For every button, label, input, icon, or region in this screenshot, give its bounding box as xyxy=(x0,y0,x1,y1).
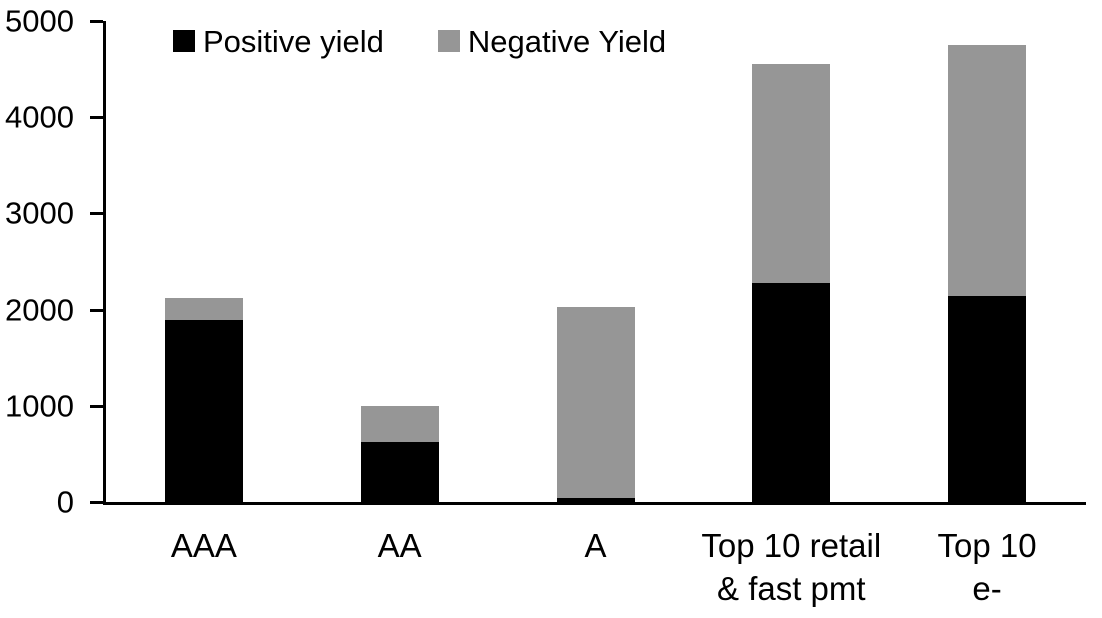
y-tick-mark xyxy=(90,20,103,23)
bar-group xyxy=(556,21,635,502)
bar-segment-negative-yield xyxy=(360,405,439,443)
bar-segment-positive-yield xyxy=(948,296,1027,502)
legend-label-positive-yield: Positive yield xyxy=(203,23,384,59)
bar-segment-positive-yield xyxy=(360,442,439,502)
y-tick-mark xyxy=(90,212,103,216)
bar-segment-negative-yield xyxy=(752,64,831,283)
y-tick-label: 0 xyxy=(56,484,74,520)
y-tick-label: 4000 xyxy=(5,99,74,135)
legend-label-negative-yield: Negative Yield xyxy=(467,23,667,59)
bar-group xyxy=(164,21,243,502)
y-tick-label: 2000 xyxy=(5,292,74,328)
x-axis-line xyxy=(103,502,1086,505)
x-axis-label: Top 10 e-commerce xyxy=(910,527,1064,618)
bar-group xyxy=(752,21,831,502)
y-tick-mark xyxy=(90,501,103,504)
bar-group xyxy=(948,21,1027,502)
y-axis-line xyxy=(103,21,106,505)
legend-item-negative-yield: Negative Yield xyxy=(437,23,667,59)
bar-segment-positive-yield xyxy=(164,320,243,502)
bar-segment-negative-yield xyxy=(164,298,243,321)
legend-marker-positive-yield-icon xyxy=(173,30,195,52)
y-tick-label: 1000 xyxy=(5,388,74,424)
bar-group xyxy=(360,21,439,502)
x-axis-label: AA xyxy=(377,527,422,564)
bar-segment-negative-yield xyxy=(948,45,1027,297)
bar-segment-negative-yield xyxy=(556,306,635,499)
x-axis-label: AAA xyxy=(170,527,237,564)
legend-marker-negative-yield-icon xyxy=(437,30,460,52)
y-tick-label: 5000 xyxy=(5,3,74,39)
x-axis-label: A xyxy=(584,527,607,564)
y-tick-label: 3000 xyxy=(5,195,74,231)
bar-segment-positive-yield xyxy=(556,498,635,502)
legend-item-positive-yield: Positive yield xyxy=(173,26,384,57)
bar-segment-positive-yield xyxy=(752,282,831,502)
chart-legend: Positive yield Negative Yield xyxy=(173,18,666,64)
y-tick-mark xyxy=(90,116,103,120)
y-tick-mark xyxy=(90,308,103,312)
x-axis-label: Top 10 retail & fast pmt xyxy=(701,527,882,607)
y-tick-mark xyxy=(90,404,103,408)
